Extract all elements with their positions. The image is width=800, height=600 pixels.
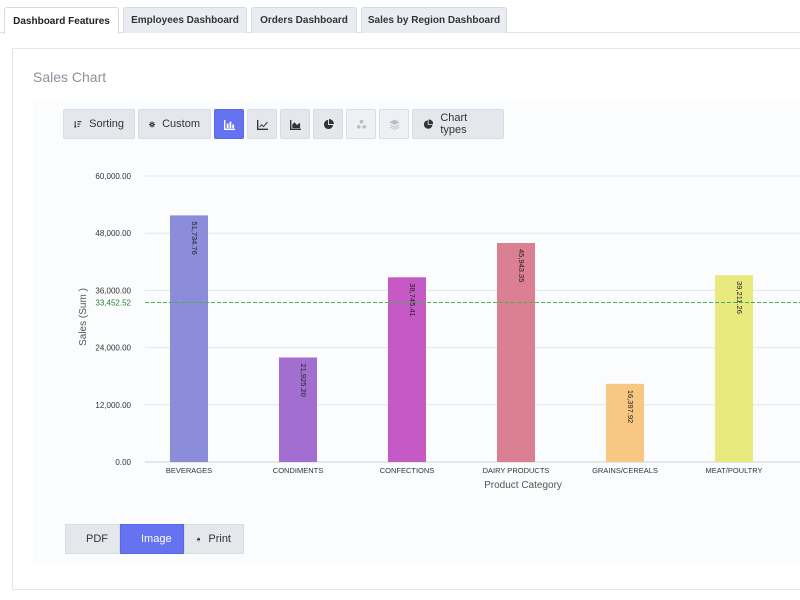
print-button[interactable]: Print [184, 524, 244, 554]
tab-bar: Dashboard Features Employees Dashboard O… [0, 0, 800, 34]
bar [497, 243, 535, 462]
bar [279, 357, 317, 462]
bar-chart-type-button[interactable] [214, 109, 244, 139]
data-label: 38,745.41 [408, 283, 417, 316]
tab-employees-dashboard[interactable]: Employees Dashboard [123, 7, 247, 33]
area-chart-type-button[interactable] [280, 109, 310, 139]
pdf-button[interactable]: PDF [65, 524, 120, 554]
custom-button[interactable]: Custom [138, 109, 211, 139]
area-chart-icon [289, 119, 301, 130]
x-tick-label: CONDIMENTS [273, 466, 323, 475]
y-tick-label: 48,000.00 [95, 229, 131, 238]
sorting-button[interactable]: Sorting [63, 109, 135, 139]
chart-types-label: Chart types [440, 112, 468, 136]
sorting-label: Sorting [89, 118, 124, 130]
x-tick-label: BEVERAGES [166, 466, 212, 475]
pdf-label: PDF [86, 533, 108, 545]
line-chart-icon [256, 119, 268, 130]
y-tick-label: 60,000.00 [95, 172, 131, 181]
pie-chart-icon [423, 118, 434, 129]
bar [715, 275, 753, 462]
chart-types-button[interactable]: Chart types [412, 109, 504, 139]
tab-sales-by-region-dashboard[interactable]: Sales by Region Dashboard [361, 7, 507, 33]
stacked-chart-type-button[interactable] [379, 109, 409, 139]
y-tick-label: 36,000.00 [95, 286, 131, 295]
data-label: 39,211.26 [735, 281, 744, 314]
pie-chart-type-button[interactable] [313, 109, 343, 139]
tab-orders-dashboard[interactable]: Orders Dashboard [251, 7, 357, 33]
data-label: 45,943.35 [517, 249, 526, 282]
scatter-icon [356, 119, 366, 129]
x-tick-label: CONFECTIONS [380, 466, 435, 475]
average-label: 33,452.52 [95, 299, 131, 308]
print-icon [197, 537, 201, 541]
data-label: 21,925.20 [299, 363, 308, 396]
sort-icon [74, 120, 82, 128]
layers-icon [388, 118, 400, 130]
x-axis-title: Product Category [484, 480, 562, 491]
image-button[interactable]: Image [120, 524, 184, 554]
bar-chart-icon [223, 119, 235, 130]
line-chart-type-button[interactable] [247, 109, 277, 139]
y-tick-label: 0.00 [115, 458, 131, 467]
pie-chart-icon [323, 118, 334, 129]
bar [388, 277, 426, 462]
chart-toolbar: Sorting Custom [63, 109, 504, 139]
gear-icon [149, 120, 156, 128]
data-label: 51,734.76 [190, 221, 199, 254]
y-axis-title: Sales (Sum ) [78, 288, 89, 346]
scatter-chart-type-button[interactable] [346, 109, 376, 139]
x-tick-label: GRAINS/CEREALS [592, 466, 658, 475]
panel-title: Sales Chart [33, 69, 107, 85]
print-label: Print [208, 533, 231, 545]
x-tick-label: MEAT/POULTRY [705, 466, 762, 475]
bar [170, 215, 208, 462]
chart-container: 0.00 12,000.00 24,000.00 36,000.00 48,000.00… [33, 101, 800, 563]
bar [606, 383, 644, 462]
data-label: 16,397.92 [626, 390, 635, 423]
bar-chart: 0.00 12,000.00 24,000.00 36,000.00 48,000.00… [78, 172, 800, 491]
export-buttons: PDF Image Print [65, 524, 244, 554]
image-label: Image [141, 533, 172, 545]
y-tick-label: 24,000.00 [95, 344, 131, 353]
sales-chart-panel: Sales Chart 0.00 12,000.00 24,000.00 36,000… [12, 48, 800, 590]
x-tick-label: DAIRY PRODUCTS [483, 466, 550, 475]
y-tick-label: 12,000.00 [95, 401, 131, 410]
tab-dashboard-features[interactable]: Dashboard Features [4, 7, 119, 34]
custom-label: Custom [162, 118, 200, 130]
